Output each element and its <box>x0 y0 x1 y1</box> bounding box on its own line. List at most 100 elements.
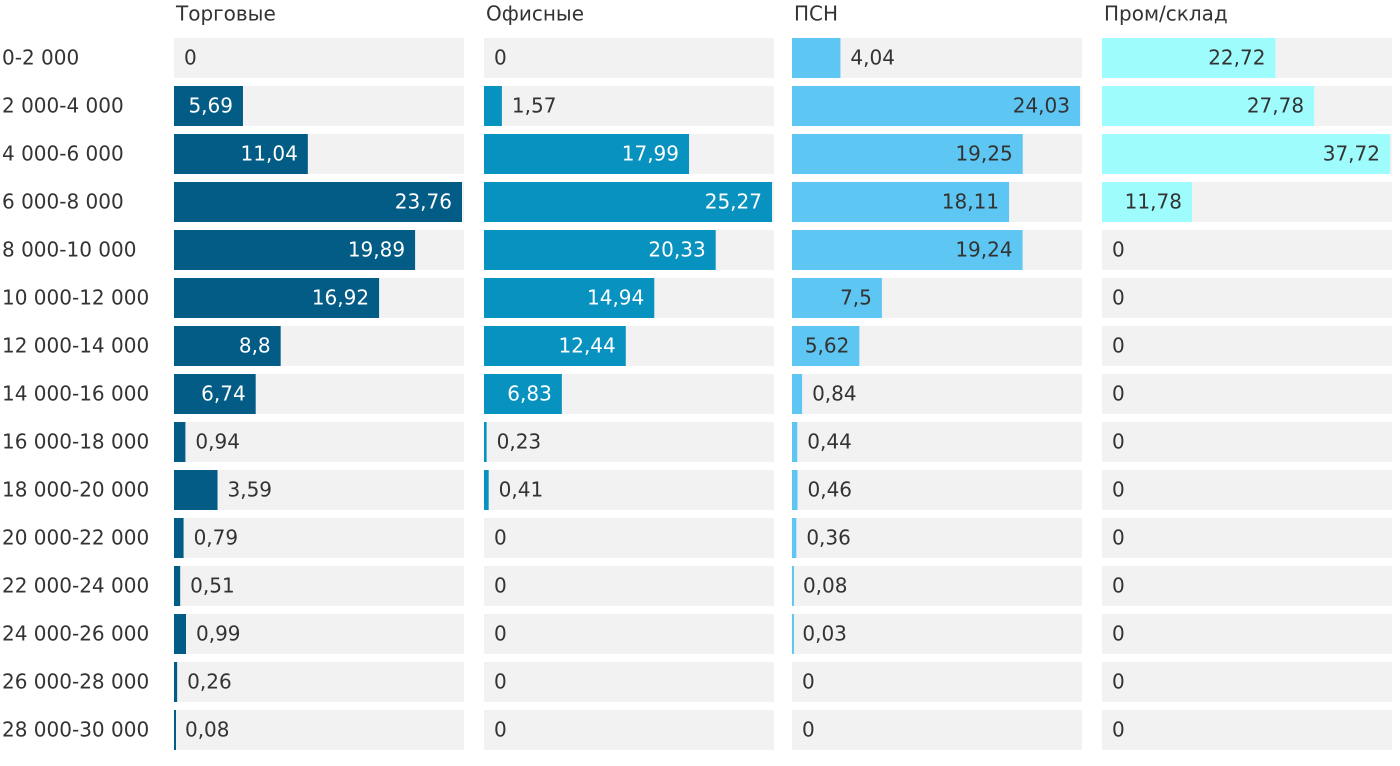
bar <box>792 278 882 318</box>
row-background <box>1102 566 1392 606</box>
value-label: 37,72 <box>1323 142 1380 166</box>
bar <box>792 374 803 414</box>
value-label: 0,08 <box>803 574 848 598</box>
bar <box>792 326 860 366</box>
bar <box>174 278 380 318</box>
value-label: 1,57 <box>512 94 557 118</box>
bar <box>174 518 184 558</box>
row-background <box>1102 326 1392 366</box>
bar <box>792 134 1023 174</box>
value-label: 0 <box>494 46 507 70</box>
category-label: 6 000-8 000 <box>2 190 124 214</box>
value-label: 5,62 <box>805 334 850 358</box>
value-label: 8,8 <box>239 334 271 358</box>
category-label: 0-2 000 <box>2 46 79 70</box>
value-label: 0 <box>494 622 507 646</box>
category-label: 20 000-22 000 <box>2 526 149 550</box>
bar <box>1102 134 1390 174</box>
category-label: 8 000-10 000 <box>2 238 136 262</box>
value-label: 0 <box>1112 286 1125 310</box>
category-label: 16 000-18 000 <box>2 430 149 454</box>
bar <box>484 326 626 366</box>
value-label: 4,04 <box>850 46 895 70</box>
bar <box>174 86 243 126</box>
bar <box>792 86 1080 126</box>
value-label: 3,59 <box>228 478 273 502</box>
category-label: 14 000-16 000 <box>2 382 149 406</box>
value-label: 0 <box>1112 478 1125 502</box>
row-background <box>1102 374 1392 414</box>
value-label: 6,74 <box>201 382 246 406</box>
value-label: 14,94 <box>587 286 644 310</box>
bar <box>174 662 178 702</box>
row-background <box>484 614 774 654</box>
value-label: 7,5 <box>840 286 872 310</box>
bar <box>484 230 716 270</box>
bar <box>792 518 797 558</box>
row-background <box>1102 230 1392 270</box>
category-label: 10 000-12 000 <box>2 286 149 310</box>
value-label: 18,11 <box>942 190 999 214</box>
bar <box>484 470 489 510</box>
column-title: Пром/склад <box>1104 2 1228 26</box>
row-background <box>1102 470 1392 510</box>
value-label: 19,24 <box>955 238 1012 262</box>
bar <box>1102 38 1276 78</box>
value-label: 19,25 <box>955 142 1012 166</box>
category-label: 26 000-28 000 <box>2 670 149 694</box>
value-label: 0 <box>494 670 507 694</box>
column-title: ПСН <box>794 2 838 26</box>
value-label: 11,78 <box>1125 190 1182 214</box>
value-label: 0 <box>1112 718 1125 742</box>
value-label: 23,76 <box>395 190 452 214</box>
row-background <box>174 422 464 462</box>
bar <box>174 134 308 174</box>
category-label: 22 000-24 000 <box>2 574 149 598</box>
value-label: 19,89 <box>348 238 405 262</box>
row-background <box>792 710 1082 750</box>
category-label: 4 000-6 000 <box>2 142 124 166</box>
bar <box>174 422 186 462</box>
row-background <box>484 470 774 510</box>
bar <box>484 134 690 174</box>
column-title: Офисные <box>486 2 584 26</box>
value-label: 0 <box>1112 574 1125 598</box>
value-label: 0 <box>1112 670 1125 694</box>
bar <box>484 422 487 462</box>
value-label: 0,36 <box>806 526 851 550</box>
value-label: 16,92 <box>312 286 369 310</box>
row-background <box>174 38 464 78</box>
row-background <box>174 710 464 750</box>
row-background <box>792 422 1082 462</box>
value-label: 17,99 <box>622 142 679 166</box>
row-background <box>484 422 774 462</box>
value-label: 0,94 <box>195 430 240 454</box>
value-label: 0 <box>1112 238 1125 262</box>
category-label: 18 000-20 000 <box>2 478 149 502</box>
value-label: 0,23 <box>497 430 542 454</box>
category-label: 12 000-14 000 <box>2 334 149 358</box>
value-label: 0 <box>494 718 507 742</box>
value-label: 0 <box>802 670 815 694</box>
row-background <box>1102 518 1392 558</box>
bar <box>174 230 416 270</box>
bar <box>484 374 562 414</box>
row-background <box>174 470 464 510</box>
value-label: 0 <box>494 574 507 598</box>
bar <box>484 86 502 126</box>
row-background <box>792 566 1082 606</box>
row-background <box>792 374 1082 414</box>
bar <box>484 278 655 318</box>
row-background <box>792 614 1082 654</box>
bar <box>174 374 256 414</box>
category-label: 2 000-4 000 <box>2 94 124 118</box>
row-background <box>174 662 464 702</box>
bar <box>792 614 794 654</box>
bar <box>792 230 1023 270</box>
column-title: Торговые <box>175 2 276 26</box>
value-label: 0,03 <box>802 622 847 646</box>
bar <box>174 470 218 510</box>
bar <box>484 182 772 222</box>
value-label: 0 <box>494 526 507 550</box>
value-label: 0 <box>802 718 815 742</box>
